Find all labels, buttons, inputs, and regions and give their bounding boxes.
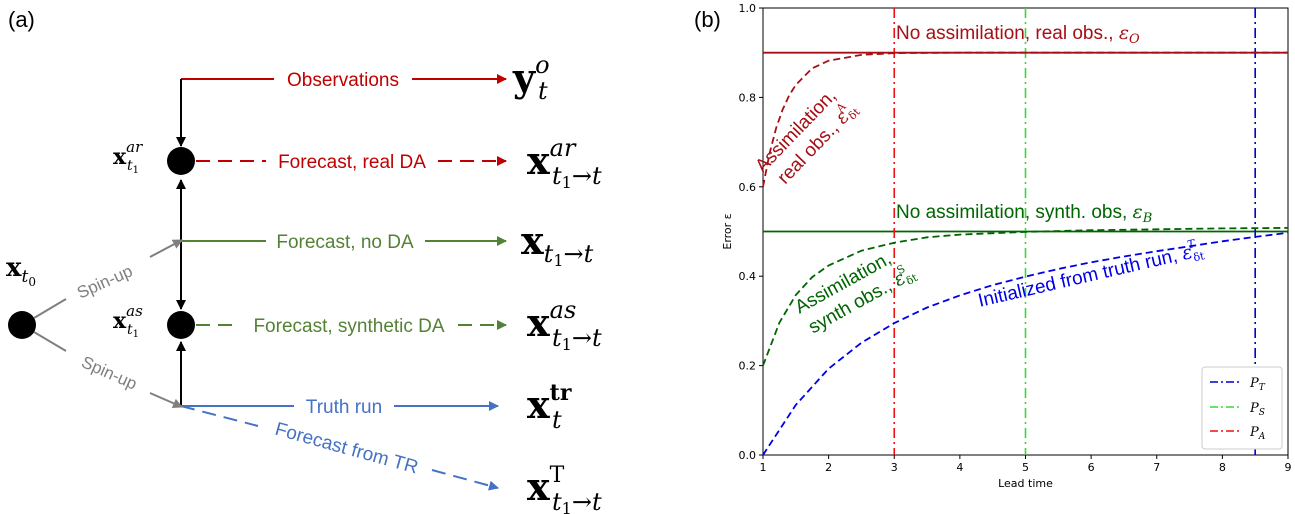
observations-arrow: Observations	[181, 70, 507, 91]
label-x-t0: xt0	[6, 253, 36, 289]
error-chart: 1 2 3 4 5 6 7 8 9 0.0 0.2 0.4 0.6 0.8 1.0 Lead time Er…	[721, 2, 1292, 490]
forecast-from-tr-label: Forecast from TR	[273, 419, 421, 479]
x-tick-label: 7	[1153, 461, 1160, 474]
target-y-obs: yo t	[512, 51, 550, 105]
legend-item-pa: PA	[1210, 425, 1266, 442]
y-tick-label: 0.4	[739, 270, 757, 283]
panel-a-label: (a)	[8, 7, 35, 32]
truth-run-arrow: Truth run	[181, 397, 499, 418]
target-x-no-da: xt1→t	[521, 218, 594, 270]
svg-text:PT: PT	[1249, 376, 1266, 393]
forecast-real-da-arrow: Forecast, real DA	[196, 152, 507, 173]
x-axis-label: Lead time	[998, 477, 1053, 490]
svg-text:PA: PA	[1249, 425, 1266, 442]
svg-text:Initialized from truth run, εδ: Initialized from truth run, εδtT	[975, 235, 1206, 313]
x-tick-label: 4	[956, 461, 963, 474]
truth-run-label: Truth run	[306, 397, 382, 418]
forecast-from-tr-arrow: Forecast from TR	[180, 405, 499, 491]
annotation-assim-real: Assimilation, real obs., εδtA	[751, 86, 863, 189]
svg-text:PS: PS	[1249, 401, 1265, 418]
panel-b: (b) 1 2 3 4 5 6 7 8 9 0.0 0.2 0.4 0.6 0.8 1.0 Lead tim…	[694, 2, 1292, 490]
annotation-no-assim-real: No assimilation, real obs., εO	[896, 22, 1140, 47]
forecast-synthetic-da-label: Forecast, synthetic DA	[253, 316, 444, 337]
y-tick-label: 0.8	[739, 91, 757, 104]
legend: PT PS PA	[1201, 366, 1283, 450]
label-x-ar: xar t1	[113, 138, 143, 176]
forecast-no-da-label: Forecast, no DA	[276, 232, 414, 253]
x-tick-label: 5	[1022, 461, 1029, 474]
observations-label: Observations	[287, 70, 399, 91]
target-x-as-forecast: xas t1→t	[527, 296, 602, 354]
node-x-ar	[167, 147, 195, 175]
error-curves	[762, 51, 1289, 456]
spin-up-lower-arrow: Spin-up	[33, 331, 183, 408]
x-tick-label: 6	[1088, 461, 1095, 474]
forecast-synthetic-da-arrow: Forecast, synthetic DA	[196, 316, 507, 337]
curve-ε_δt^T	[762, 231, 1289, 456]
spin-up-lower-label: Spin-up	[79, 352, 140, 393]
node-x-as	[167, 311, 195, 339]
label-x-as: xas t1	[113, 302, 143, 340]
annotation-assim-synth: Assimilation, synth obs., εδtS	[792, 248, 921, 338]
legend-item-ps: PS	[1210, 401, 1265, 418]
legend-box	[1201, 366, 1283, 450]
curve-ε_δt^S	[762, 227, 1289, 366]
x-tick-label: 9	[1285, 461, 1292, 474]
node-x0	[8, 311, 36, 339]
x-tick-label: 3	[891, 461, 898, 474]
x-tick-label: 8	[1219, 461, 1226, 474]
annotation-no-assim-synth: No assimilation, synth. obs, εB	[896, 201, 1152, 226]
x-tick-label: 2	[825, 461, 832, 474]
target-x-ar-forecast: xar t1→t	[527, 134, 602, 192]
y-tick-label: 0.0	[739, 449, 757, 462]
target-x-truth: xtr t	[527, 380, 572, 434]
spin-up-upper-arrow: Spin-up	[33, 239, 183, 319]
y-tick-label: 1.0	[739, 2, 757, 15]
curve-ε_δt^A	[762, 51, 1288, 187]
annotation-truth-init: Initialized from truth run, εδtT	[975, 235, 1206, 313]
axis-ticks: 1 2 3 4 5 6 7 8 9 0.0 0.2 0.4 0.6 0.8 1.0	[739, 2, 1292, 474]
panel-a: (a) Observations Forecast, real DA	[6, 7, 602, 514]
panel-b-label: (b)	[694, 7, 721, 32]
x-tick-label: 1	[760, 461, 767, 474]
spin-up-upper-label: Spin-up	[74, 261, 135, 302]
target-x-T: xT t1→t	[527, 463, 602, 514]
forecast-no-da-arrow: Forecast, no DA	[181, 232, 507, 253]
y-axis-label: Error ε	[721, 213, 734, 249]
y-tick-label: 0.2	[739, 360, 757, 373]
y-tick-label: 0.6	[739, 181, 757, 194]
forecast-real-da-label: Forecast, real DA	[278, 152, 426, 173]
legend-item-pt: PT	[1210, 376, 1266, 393]
